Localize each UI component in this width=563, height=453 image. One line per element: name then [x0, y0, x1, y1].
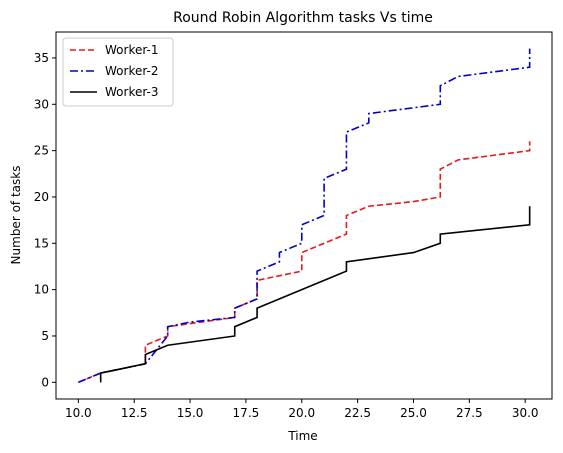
x-tick-label: 20.0: [288, 406, 315, 420]
legend-label: Worker-3: [105, 85, 158, 99]
axes-frame: [55, 31, 553, 400]
x-tick-label: 15.0: [177, 406, 204, 420]
series-line-worker-3: [99, 206, 531, 383]
y-tick-label: 35: [34, 51, 49, 65]
y-tick-label: 25: [34, 144, 49, 158]
y-tick-label: 0: [41, 375, 49, 389]
series-line-worker-2: [78, 48, 531, 384]
x-axis: 10.0 12.5 15.0 17.5 20.0 22.5 25.0 27.5 30.0: [65, 399, 539, 420]
y-tick-label: 5: [41, 329, 49, 343]
y-axis: 0 5 10 15 20 25 30 35: [34, 51, 56, 389]
x-tick-label: 22.5: [344, 406, 371, 420]
y-tick-label: 15: [34, 236, 49, 250]
x-tick-label: 27.5: [456, 406, 483, 420]
legend-label: Worker-1: [105, 43, 158, 57]
x-tick-label: 25.0: [400, 406, 427, 420]
series-line-worker-1: [78, 141, 531, 384]
x-tick-label: 10.0: [65, 406, 92, 420]
legend: Worker-1 Worker-2 Worker-3: [62, 37, 174, 107]
x-tick-label: 30.0: [512, 406, 539, 420]
legend-label: Worker-2: [105, 64, 158, 78]
y-axis-label: Number of tasks: [9, 166, 23, 265]
legend-box: [62, 37, 174, 107]
x-tick-label: 17.5: [233, 406, 260, 420]
plot-area: [78, 48, 531, 384]
y-tick-label: 20: [34, 190, 49, 204]
x-tick-label: 12.5: [121, 406, 148, 420]
y-tick-label: 10: [34, 283, 49, 297]
x-axis-label: Time: [287, 429, 317, 443]
chart-title: Round Robin Algorithm tasks Vs time: [173, 10, 433, 26]
y-tick-label: 30: [34, 97, 49, 111]
